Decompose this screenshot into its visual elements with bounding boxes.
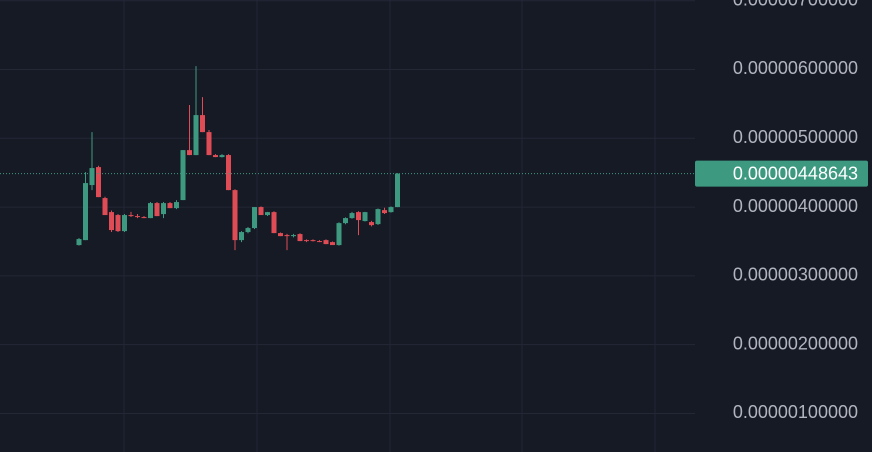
candle-body bbox=[154, 203, 160, 217]
candle-body bbox=[343, 218, 348, 224]
candle-body bbox=[89, 168, 95, 186]
y-tick-label: 0.00000300000 bbox=[733, 265, 858, 285]
candle-body bbox=[200, 115, 205, 133]
candle-body bbox=[141, 217, 147, 219]
price-label: 0.00000448643 bbox=[733, 163, 858, 183]
candle-body bbox=[76, 239, 82, 246]
y-tick-label: 0.00000700000 bbox=[733, 0, 858, 9]
candle-body bbox=[128, 215, 134, 217]
candle-body bbox=[226, 155, 231, 191]
y-tick-label: 0.00000100000 bbox=[733, 402, 858, 422]
candle-body bbox=[278, 233, 283, 237]
candle-body bbox=[83, 183, 88, 241]
candle-body bbox=[206, 132, 212, 156]
candle-body bbox=[388, 207, 394, 213]
y-tick-label: 0.00000600000 bbox=[733, 58, 858, 78]
y-tick-label: 0.00000200000 bbox=[733, 333, 858, 353]
candle-body bbox=[265, 212, 270, 216]
candle-body bbox=[122, 215, 127, 232]
candle-body bbox=[135, 216, 140, 218]
candle-body bbox=[258, 207, 264, 216]
candle-body bbox=[180, 150, 186, 201]
candle-body bbox=[317, 241, 322, 243]
candle-body bbox=[284, 235, 290, 237]
candle-body bbox=[102, 198, 108, 216]
candle-body bbox=[219, 155, 225, 158]
candle-body bbox=[161, 203, 166, 215]
price-label-box bbox=[695, 160, 868, 187]
candle-body bbox=[109, 212, 114, 231]
candle-body bbox=[375, 209, 381, 225]
candle-body bbox=[239, 232, 244, 241]
candle-body bbox=[291, 235, 296, 237]
candle-body bbox=[115, 215, 121, 232]
candle-body bbox=[148, 203, 153, 219]
candle-body bbox=[382, 210, 387, 214]
candle-body bbox=[271, 212, 277, 234]
candle-body bbox=[356, 212, 361, 221]
candle-body bbox=[369, 222, 374, 226]
y-tick-label: 0.00000500000 bbox=[733, 127, 858, 147]
candle-body bbox=[232, 190, 238, 241]
candle-body bbox=[330, 242, 335, 246]
candle-body bbox=[252, 207, 257, 229]
y-tick-label: 0.00000400000 bbox=[733, 196, 858, 216]
candle-body bbox=[304, 240, 309, 242]
candle-body bbox=[193, 115, 199, 156]
candle-body bbox=[362, 212, 368, 222]
candle-body bbox=[187, 150, 192, 156]
candle-body bbox=[395, 173, 400, 208]
candle-body bbox=[323, 240, 329, 245]
candle-body bbox=[245, 228, 251, 233]
candle-body bbox=[297, 234, 303, 242]
candle-body bbox=[349, 213, 355, 219]
candle-body bbox=[213, 155, 218, 158]
candle-body bbox=[96, 167, 101, 198]
candle-body bbox=[310, 240, 316, 242]
candle-body bbox=[174, 202, 179, 209]
candle-body bbox=[167, 203, 173, 209]
candle-body bbox=[336, 223, 342, 246]
